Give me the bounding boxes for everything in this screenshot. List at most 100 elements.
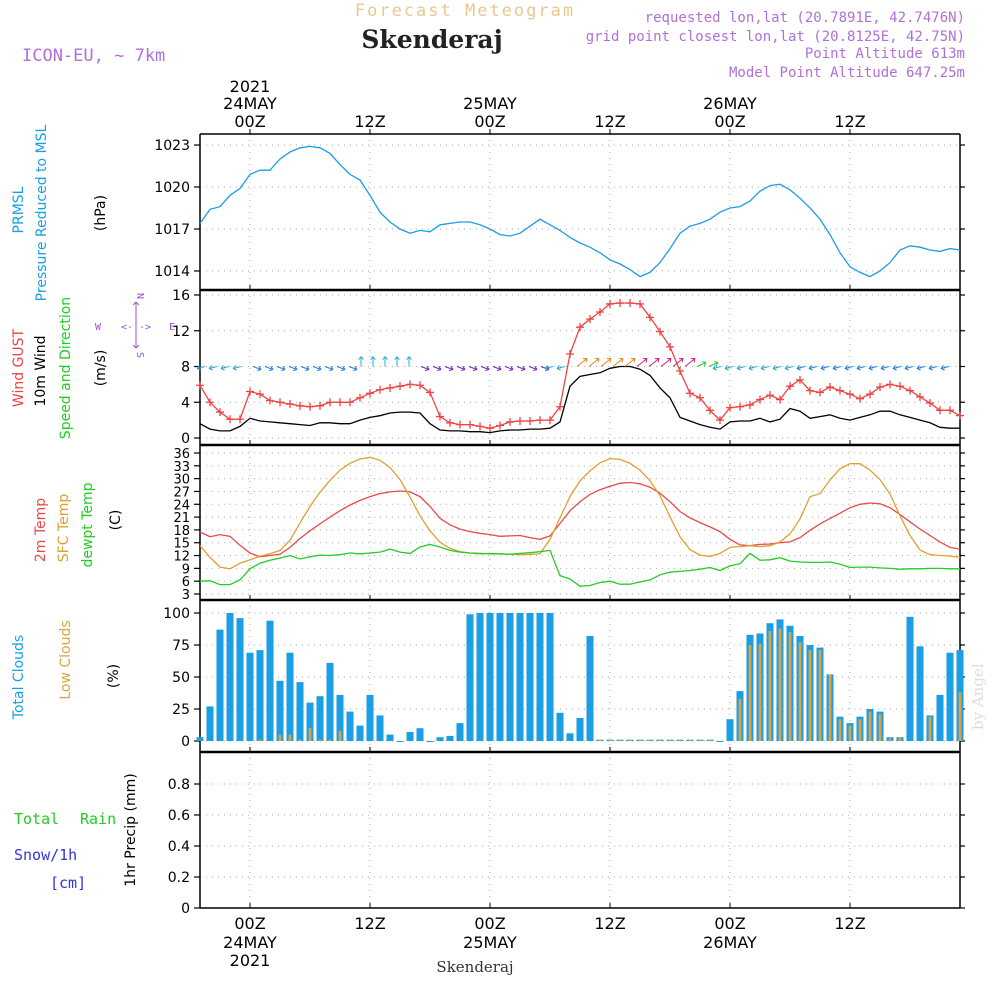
wind-arrow-head bbox=[808, 365, 813, 371]
gust-marker bbox=[786, 382, 794, 391]
gust-marker bbox=[696, 393, 704, 402]
total-cloud-bar bbox=[466, 614, 474, 741]
wind-arrow bbox=[820, 366, 830, 369]
wind-arrow bbox=[892, 366, 902, 369]
wind-arrow bbox=[336, 366, 346, 370]
total-cloud-bar bbox=[276, 680, 284, 741]
wind-arrow-head bbox=[690, 358, 696, 363]
station-title: Skenderaj bbox=[361, 25, 502, 54]
wind-arrow-head bbox=[713, 361, 719, 367]
wind-arrow bbox=[796, 366, 806, 369]
panels: 1014101710201023048121636912151821242730… bbox=[154, 133, 965, 917]
prmsl-label: PRMSL bbox=[11, 186, 27, 233]
total-clouds-label: Total Clouds bbox=[11, 635, 27, 720]
gust-marker bbox=[656, 327, 664, 336]
y-tick-label: 0.4 bbox=[168, 839, 190, 855]
compass-arrow-up-l bbox=[132, 301, 137, 306]
low-cloud-bar bbox=[658, 739, 662, 741]
wind-arrow-head bbox=[582, 358, 588, 363]
y-tick-label: 27 bbox=[173, 485, 190, 500]
total-cloud-bar bbox=[196, 737, 204, 741]
gust-marker bbox=[196, 381, 204, 390]
y-tick-label: 33 bbox=[173, 460, 190, 475]
low-cloud-bar bbox=[698, 739, 702, 741]
wind-arrow bbox=[504, 366, 514, 370]
total-cloud-bar bbox=[286, 652, 294, 741]
wind-arrow-head bbox=[904, 365, 909, 371]
low-cloud-bar bbox=[608, 739, 612, 741]
footer-station: Skenderaj bbox=[436, 958, 513, 976]
wind-arrow-head bbox=[461, 365, 466, 372]
bottom-date-label: 25MAY bbox=[463, 933, 517, 952]
y-tick-label: 21 bbox=[173, 511, 190, 526]
pressure-series bbox=[199, 145, 961, 278]
y-tick-label: 1017 bbox=[154, 222, 190, 238]
low-cloud-bar bbox=[828, 674, 832, 741]
y-tick-label: 36 bbox=[173, 447, 190, 462]
total-cloud-bar bbox=[536, 613, 544, 741]
low-cloud-bar bbox=[628, 739, 632, 741]
sfc-label: SFC Temp bbox=[56, 494, 72, 563]
low-clouds-label: Low Clouds bbox=[58, 620, 74, 699]
wind-arrow-head bbox=[606, 358, 612, 363]
low-cloud-bar bbox=[278, 734, 282, 741]
wind-arrow-head bbox=[370, 356, 376, 361]
wind-arrow-head bbox=[533, 365, 538, 372]
wind-arrow-head bbox=[394, 356, 400, 361]
low-cloud-bar bbox=[738, 698, 742, 741]
low-cloud-bar bbox=[668, 739, 672, 741]
wind-arrow bbox=[856, 366, 866, 369]
pressure-label: Pressure Reduced to MSL bbox=[34, 124, 50, 301]
gust-marker bbox=[216, 408, 224, 417]
low-cloud-bar bbox=[328, 739, 332, 741]
gust-marker bbox=[876, 383, 884, 392]
dewpt-label: dewpt Temp bbox=[80, 482, 96, 567]
gridpoint-coords: grid point closest lon,lat (20.8125E, 42… bbox=[586, 29, 965, 45]
wind-arrow-head bbox=[796, 365, 801, 371]
wind-arrow bbox=[748, 366, 758, 369]
low-cloud-bar bbox=[868, 711, 872, 741]
total-cloud-bar bbox=[476, 613, 484, 741]
bottom-hour-label: 12Z bbox=[594, 914, 625, 933]
wind-arrow bbox=[576, 358, 588, 367]
gust-marker bbox=[766, 391, 774, 400]
total-cloud-bar bbox=[386, 734, 394, 741]
total-cloud-bar bbox=[716, 741, 724, 742]
gust-marker bbox=[776, 395, 784, 404]
gust-marker bbox=[746, 400, 754, 409]
temp-grid bbox=[200, 445, 960, 600]
total-cloud-bar bbox=[236, 618, 244, 741]
wind-arrow bbox=[252, 366, 262, 370]
wind-arrow-head bbox=[760, 365, 765, 371]
total-cloud-bar bbox=[256, 650, 264, 741]
gust-marker bbox=[356, 393, 364, 402]
total-cloud-bar bbox=[326, 662, 334, 741]
low-cloud-bar bbox=[298, 739, 302, 741]
wind-arrow bbox=[300, 366, 310, 370]
total-cloud-bar bbox=[426, 741, 434, 742]
wind-arrow-head bbox=[353, 365, 358, 372]
wind-arrow bbox=[264, 366, 274, 370]
low-cloud-bar bbox=[858, 719, 862, 741]
wind-arrow-head bbox=[772, 365, 777, 371]
wind-arrow-head bbox=[544, 365, 549, 371]
top-year: 2021 bbox=[230, 77, 271, 96]
gust-marker bbox=[736, 402, 744, 411]
low-cloud-bar bbox=[778, 628, 782, 741]
wind-arrow bbox=[832, 366, 842, 369]
wind-arrow bbox=[868, 366, 878, 369]
top-hour-label: 12Z bbox=[834, 112, 865, 131]
y-tick-label: 12 bbox=[173, 550, 190, 565]
wind-arrow bbox=[288, 366, 298, 370]
wind-arrow bbox=[444, 366, 454, 370]
wind-arrow-head bbox=[928, 365, 933, 371]
gust-line bbox=[199, 302, 961, 429]
cloud-unit: (%) bbox=[106, 664, 122, 688]
low-cloud-bar bbox=[928, 716, 932, 741]
total-cloud-bar bbox=[206, 706, 214, 741]
wind-arrow bbox=[196, 366, 206, 369]
gust-marker bbox=[566, 349, 574, 358]
gust-marker bbox=[366, 389, 374, 398]
